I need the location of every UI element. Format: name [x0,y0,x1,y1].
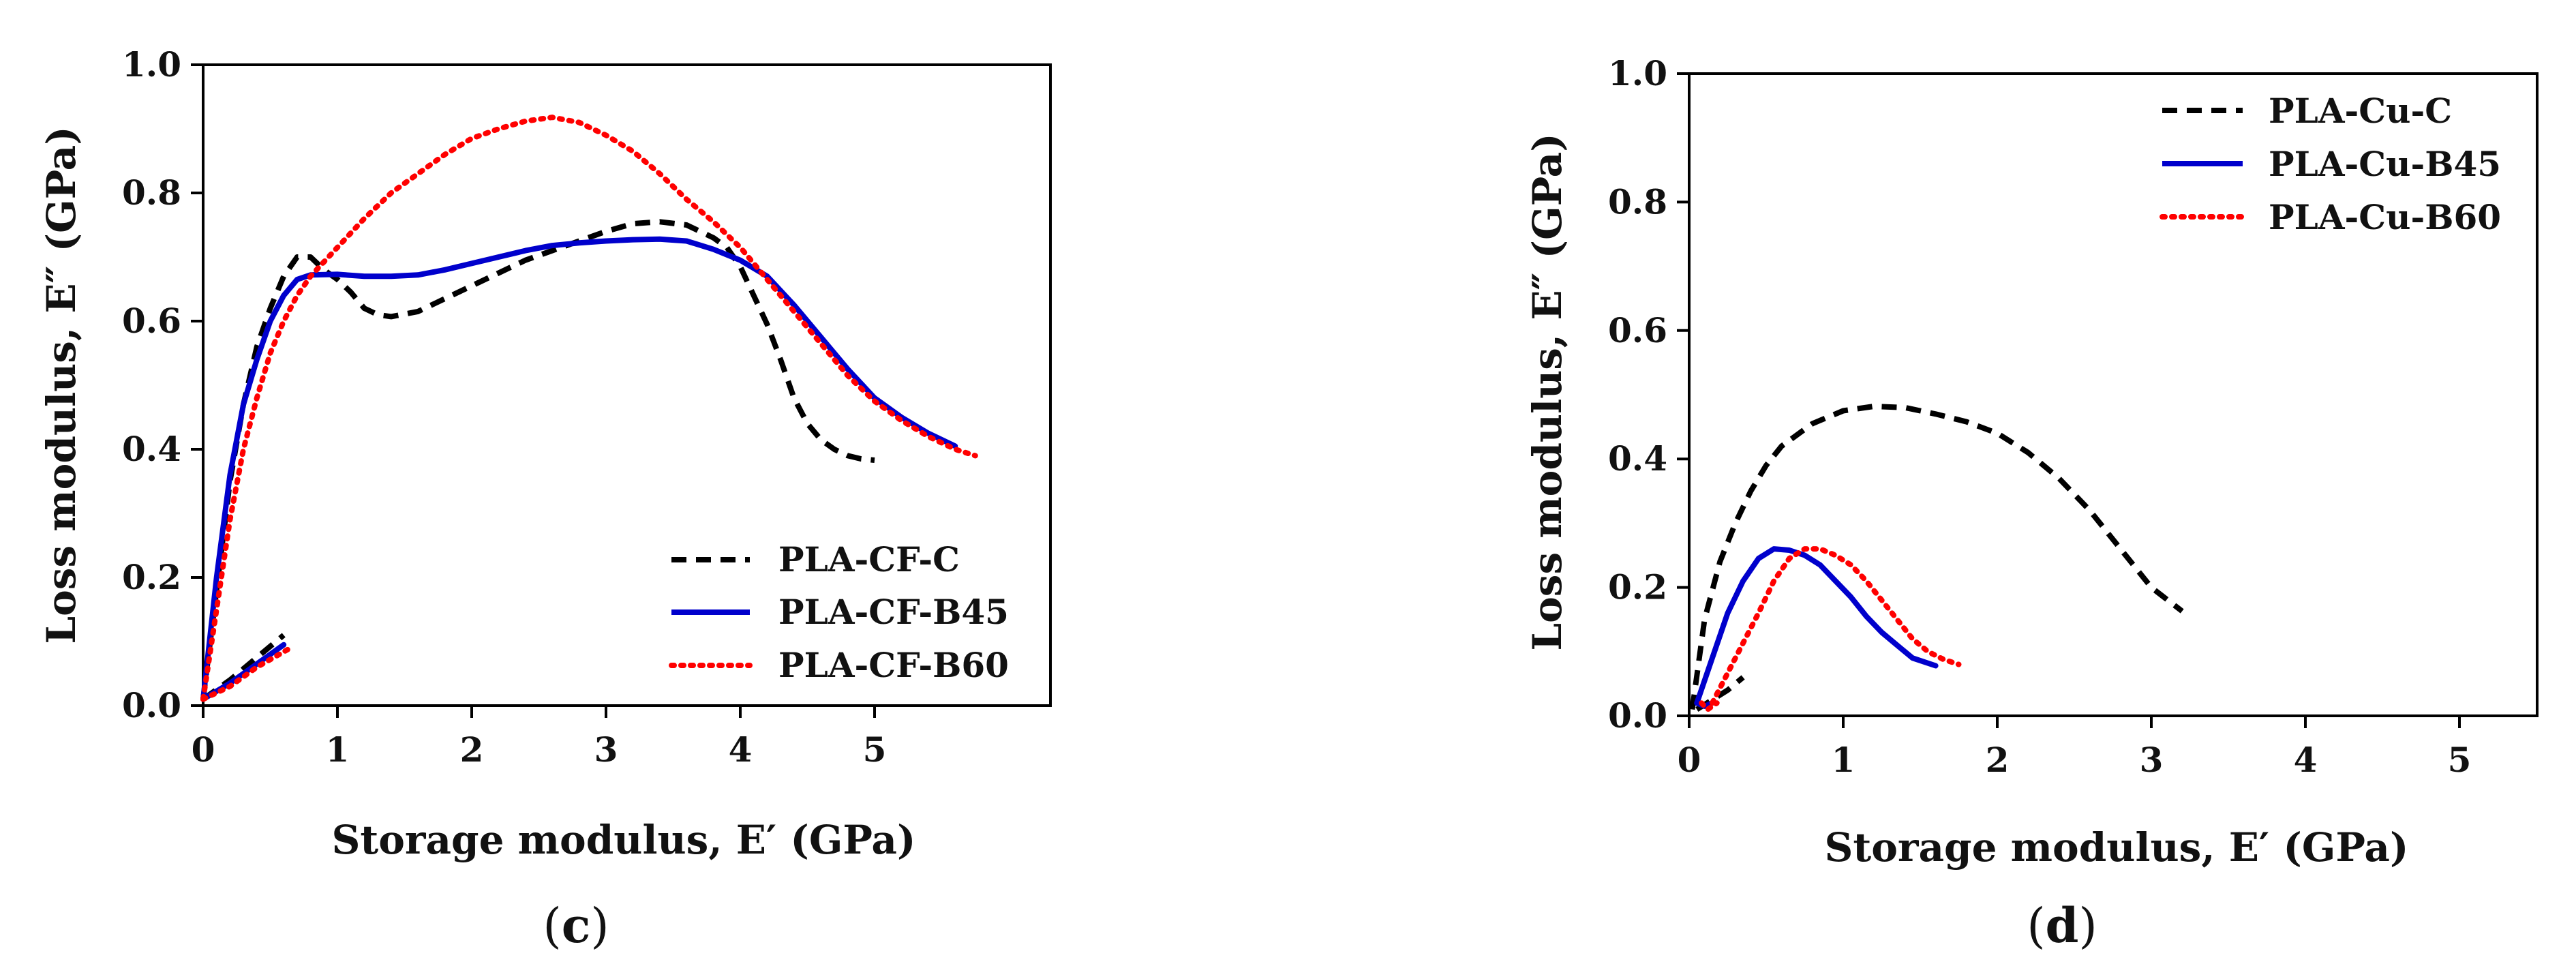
panel-d-x-tick-label: 1 [1832,740,1855,780]
panel-c-x-ticks: 0 1 2 3 4 5 [192,706,887,770]
panel-d: 0 1 2 3 4 5 0.0 0.2 0.4 0.6 0.8 1.0 PLA-Cu-C PLA-C… [1524,53,2539,954]
legend-label-pla-cf-c: PLA-CF-C [778,539,960,579]
panel-d-series-lines [1689,404,2184,712]
panel-c-y-tick-label: 0.4 [122,429,181,469]
legend-label-pla-cu-c: PLA-Cu-C [2269,91,2452,131]
panel-c-y-tick-label: 0.6 [122,301,181,341]
panel-c-x-tick-label: 0 [192,729,215,770]
series-line-pla-cu-b60-segment-2 [1699,700,1720,712]
panel-d-y-ticks: 0.0 0.2 0.4 0.6 0.8 1.0 [1608,53,1689,736]
panel-d-x-axis-title: Storage modulus, E′ (GPa) [1825,824,2409,871]
series-line-pla-cf-b60-segment-2 [200,645,294,702]
panel-c-y-tick-label: 0.0 [122,685,181,725]
series-line-pla-cf-b45-segment-2 [200,642,287,702]
series-line-pla-cf-c-segment-1 [200,219,875,700]
panel-c-label: (c) [543,897,609,954]
panel-c-x-tick-label: 2 [460,729,484,770]
legend-label-pla-cf-b45: PLA-CF-B45 [778,592,1009,632]
series-line-pla-cf-b60-segment-1 [200,115,978,702]
legend-label-pla-cu-b60: PLA-Cu-B60 [2269,197,2501,237]
panel-c-x-tick-label: 3 [594,729,618,770]
panel-d-x-tick-label: 3 [2140,740,2164,780]
series-line-pla-cf-c-segment-2 [201,633,286,702]
panel-c-y-tick-label: 0.8 [122,172,181,213]
panel-d-y-tick-label: 0.6 [1608,310,1667,350]
legend-label-pla-cf-b60: PLA-CF-B60 [778,645,1009,685]
panel-d-y-tick-label: 0.8 [1608,181,1667,222]
panel-d-y-tick-label: 0.0 [1608,695,1667,736]
panel-c-x-tick-label: 5 [863,729,887,770]
panel-c-series-lines [200,115,978,702]
panel-c-x-tick-label: 4 [729,729,753,770]
panel-d-y-tick-label: 0.2 [1608,567,1667,607]
panel-d-x-ticks: 0 1 2 3 4 5 [1678,716,2472,780]
panel-c-y-ticks: 0.0 0.2 0.4 0.6 0.8 1.0 [122,44,203,725]
panel-c: 0 1 2 3 4 5 0.0 0.2 0.4 0.6 0.8 1.0 PLA-CF-C PLA-C… [38,44,1052,954]
panel-d-y-axis-title: Loss modulus, E″ (GPa) [1524,133,1571,650]
panel-d-x-tick-label: 2 [1986,740,2010,780]
panel-d-y-tick-label: 1.0 [1608,53,1667,93]
series-line-pla-cu-b45-segment-1 [1694,546,1939,706]
series-line-pla-cu-b60-segment-1 [1709,546,1962,706]
panel-c-plot-frame [202,63,1052,707]
series-line-pla-cu-c-segment-1 [1689,404,2184,710]
series-line-pla-cf-b45-segment-1 [200,236,958,702]
panel-c-y-tick-label: 1.0 [122,44,181,85]
panel-c-y-axis-title: Loss modulus, E″ (GPa) [38,126,85,644]
panel-c-y-tick-label: 0.2 [122,557,181,597]
panel-d-x-tick-label: 4 [2294,740,2318,780]
panel-d-x-tick-label: 5 [2448,740,2472,780]
panel-d-plot-frame [1688,72,2539,717]
panel-d-legend: PLA-Cu-C PLA-Cu-B45 PLA-Cu-B60 [2160,91,2501,237]
panel-c-legend: PLA-CF-C PLA-CF-B45 PLA-CF-B60 [669,539,1009,685]
legend-label-pla-cu-b45: PLA-Cu-B45 [2269,144,2501,184]
panel-d-x-tick-label: 0 [1678,740,1701,780]
panel-d-y-tick-label: 0.4 [1608,438,1667,479]
panel-c-x-axis-title: Storage modulus, E′ (GPa) [332,817,916,863]
panel-c-x-tick-label: 1 [326,729,350,770]
panel-d-label: (d) [2027,897,2097,954]
